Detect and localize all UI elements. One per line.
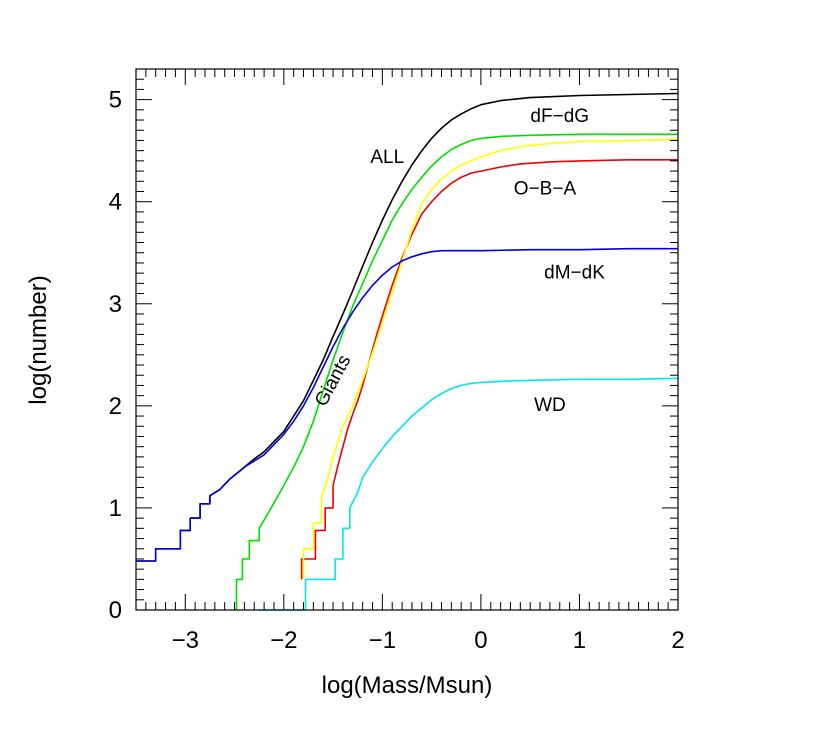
y-tick-label: 4: [109, 189, 122, 216]
y-tick-label: 3: [109, 291, 122, 318]
plot-frame: [135, 68, 679, 611]
axis-ticks: −3 −2 −1 0 1 2 0 1 2 3 4 5: [109, 68, 685, 654]
series-label-0: ALL: [370, 147, 404, 168]
series-labels: ALL dF−dG O−B−A dM−dK WD Giants: [311, 106, 605, 416]
series-label-1: dF−dG: [530, 106, 589, 127]
series-line-4: [136, 247, 678, 562]
x-tick-label: 2: [671, 627, 684, 654]
series-label-4: dM−dK: [544, 262, 605, 283]
y-axis-title: log(number): [25, 275, 52, 404]
y-tick-label: 0: [109, 597, 122, 624]
x-tick-label: −3: [172, 627, 199, 654]
x-tick-label: 1: [573, 627, 586, 654]
x-tick-label: −2: [270, 627, 297, 654]
x-tick-label: 0: [474, 627, 487, 654]
series-line-3: [302, 138, 679, 580]
annotation-0: Giants: [311, 352, 355, 410]
x-axis-title: log(Mass/Msun): [322, 672, 493, 699]
series-label-5: WD: [534, 395, 566, 416]
y-tick-label: 2: [109, 393, 122, 420]
y-tick-label: 5: [109, 87, 122, 114]
y-tick-label: 1: [109, 495, 122, 522]
x-tick-label: −1: [369, 627, 396, 654]
series-line-1: [235, 133, 678, 610]
series-label-2: O−B−A: [514, 179, 577, 200]
series-lines: [136, 92, 679, 611]
series-line-5: [259, 377, 679, 611]
series-line-2: [300, 159, 678, 580]
